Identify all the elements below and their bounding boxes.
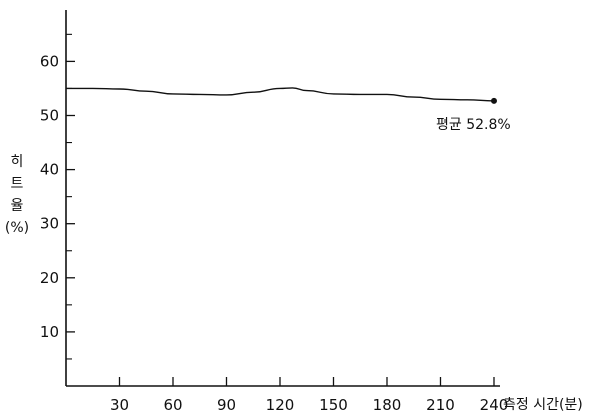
x-tick-label: 210 xyxy=(426,396,455,414)
x-tick-label: 180 xyxy=(373,396,402,414)
y-axis-title: 히트율 (%) xyxy=(5,154,29,236)
x-tick-label: 60 xyxy=(163,396,182,414)
series-line xyxy=(66,87,495,102)
x-tick-label: 30 xyxy=(110,396,129,414)
end-point-marker xyxy=(490,97,497,104)
y-tick-label: 20 xyxy=(40,269,59,287)
x-tick-label: 150 xyxy=(319,396,348,414)
average-annotation: 평균 52.8% xyxy=(436,117,511,133)
y-tick-label: 40 xyxy=(40,161,59,179)
y-axis-title-line: 트 xyxy=(11,176,24,192)
y-tick-label: 10 xyxy=(40,323,59,341)
y-axis-title-line: 율 xyxy=(11,198,24,214)
y-axis-title-line: 히 xyxy=(11,154,24,170)
y-tick-label: 60 xyxy=(40,52,59,70)
axes xyxy=(65,10,500,387)
series-layer xyxy=(66,87,497,104)
x-tick-label: 240 xyxy=(480,396,509,414)
y-tick-label: 30 xyxy=(40,215,59,233)
x-tick-label: 90 xyxy=(217,396,236,414)
x-tick-label: 120 xyxy=(266,396,295,414)
y-ticks: 10 20 30 40 50 60 xyxy=(40,33,75,360)
y-tick-label: 50 xyxy=(40,107,59,125)
y-axis-title-line: (%) xyxy=(5,220,29,236)
x-axis-title: 측정 시간(분) xyxy=(503,397,583,413)
x-ticks: 30 60 90 120 150 180 210 240 xyxy=(110,377,508,414)
